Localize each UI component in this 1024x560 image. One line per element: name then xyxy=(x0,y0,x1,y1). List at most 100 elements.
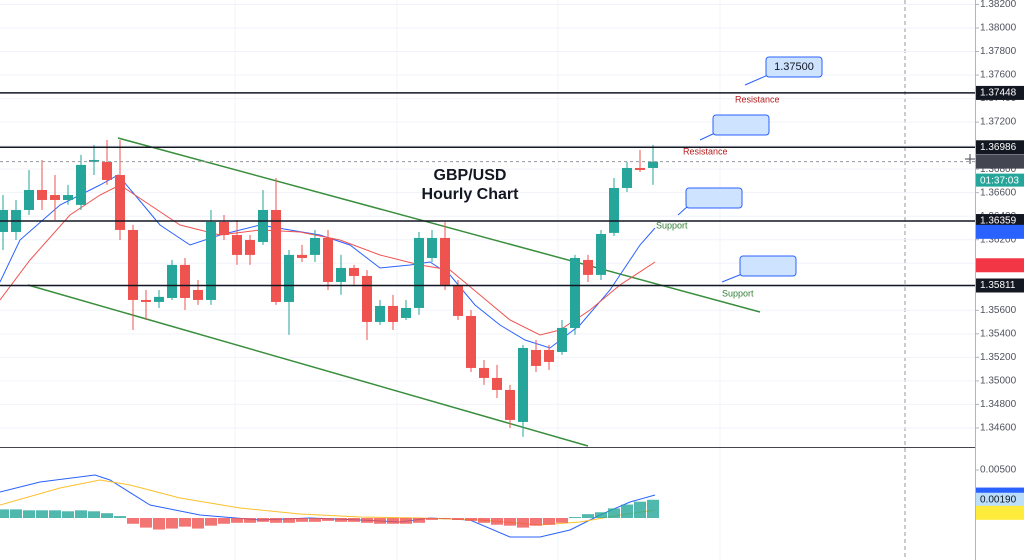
annotation: Resistance xyxy=(735,94,780,104)
histogram-bar xyxy=(0,509,9,518)
candle-body xyxy=(518,347,528,422)
histogram-bar xyxy=(179,518,191,527)
candle-body xyxy=(180,264,190,298)
candle-body xyxy=(557,327,567,352)
y-tick-label: 1.38000 xyxy=(980,23,1017,34)
histogram-bar xyxy=(400,518,412,524)
annotation: Support xyxy=(722,288,754,298)
callout-arrow xyxy=(699,132,716,141)
candle-body xyxy=(336,267,346,282)
candle-body xyxy=(284,254,294,302)
candle-body xyxy=(89,159,99,162)
price-marker xyxy=(976,140,1024,155)
price-marker-label: 0.00190 xyxy=(980,494,1017,505)
price-marker xyxy=(976,258,1024,273)
candle-body xyxy=(544,349,554,362)
histogram-bar xyxy=(49,510,61,518)
histogram-bar xyxy=(75,510,87,518)
candle-body xyxy=(414,237,424,308)
moving-average-slow xyxy=(0,184,656,336)
candle-body xyxy=(466,315,476,368)
candle-body xyxy=(167,264,177,298)
grid xyxy=(0,3,975,429)
histogram-bar xyxy=(413,518,425,523)
histogram-bar xyxy=(582,514,594,518)
y-tick-label: 1.37800 xyxy=(980,46,1017,57)
histogram-bar xyxy=(140,518,152,528)
annotation: Support xyxy=(656,220,688,230)
histogram-bar xyxy=(296,518,308,522)
y-tick-label: 1.37200 xyxy=(980,117,1017,128)
candle-body xyxy=(635,167,645,170)
histogram-bar xyxy=(62,511,74,518)
histogram-bar xyxy=(335,518,347,522)
histogram-bar xyxy=(608,508,620,518)
candle-body xyxy=(440,237,450,285)
histogram-bar xyxy=(452,518,464,520)
callout-box xyxy=(712,114,770,136)
candle-body xyxy=(271,209,281,302)
candle-body xyxy=(401,307,411,318)
signal-line xyxy=(0,479,656,526)
y-tick-label: 0.00500 xyxy=(980,465,1017,476)
histogram-bar xyxy=(322,518,334,521)
candle-body xyxy=(219,221,229,236)
histogram-bar xyxy=(192,518,204,529)
histogram-bar xyxy=(101,513,113,518)
histogram-bar xyxy=(361,518,373,523)
candle-body xyxy=(115,175,125,230)
price-marker xyxy=(976,505,1024,520)
price-marker xyxy=(976,492,1024,507)
candle-body xyxy=(128,229,138,300)
histogram-bar xyxy=(569,517,581,518)
callout-label: 1.37500 xyxy=(774,61,814,73)
candle-body xyxy=(232,235,242,255)
histogram-bar xyxy=(517,518,529,528)
callout-arrow xyxy=(721,273,743,283)
price-marker xyxy=(976,154,1024,169)
candle-body xyxy=(375,305,385,322)
histogram-bar xyxy=(205,518,217,526)
channel-upper xyxy=(117,137,761,313)
histogram-bar xyxy=(283,518,295,523)
histogram-bar xyxy=(504,518,516,526)
candle-body xyxy=(193,289,203,300)
candle-body xyxy=(583,259,593,275)
y-tick-label: 1.36600 xyxy=(980,187,1017,198)
callout-arrow xyxy=(744,74,769,86)
price-marker xyxy=(976,224,1024,239)
candle-body xyxy=(258,209,268,242)
y-tick-label: 1.35200 xyxy=(980,352,1017,363)
countdown-box xyxy=(976,173,1024,187)
candle-body xyxy=(531,349,541,366)
candle-body xyxy=(648,161,658,168)
crosshair-plus[interactable] xyxy=(965,154,975,164)
candle-body xyxy=(609,187,619,233)
histogram-bar xyxy=(556,518,568,523)
callout-box xyxy=(739,255,797,277)
candle-body xyxy=(479,367,489,378)
histogram-bar xyxy=(244,518,256,523)
histogram-bar xyxy=(114,516,126,518)
histogram-bar xyxy=(23,510,35,518)
histogram-bar xyxy=(218,518,230,524)
y-tick-label: 1.35600 xyxy=(980,305,1017,316)
candle-body xyxy=(362,275,372,322)
price-marker-label: 1.36359 xyxy=(980,216,1017,227)
histogram-bar xyxy=(36,510,48,518)
histogram-bar xyxy=(439,518,451,519)
candle-body xyxy=(76,164,86,205)
price-marker-label: 1.36986 xyxy=(980,142,1017,153)
callout-box xyxy=(765,56,823,78)
candle-body xyxy=(427,237,437,258)
histogram-bar xyxy=(166,518,178,529)
y-tick-label: 1.35400 xyxy=(980,328,1017,339)
y-tick-label: 1.37600 xyxy=(980,70,1017,81)
candle-body xyxy=(141,299,151,302)
histogram-bar xyxy=(634,501,646,518)
candle-body xyxy=(63,195,73,200)
y-tick-label: 1.34800 xyxy=(980,399,1017,410)
histogram-bar xyxy=(647,499,659,518)
candle-body xyxy=(310,237,320,255)
price-marker xyxy=(976,278,1024,293)
